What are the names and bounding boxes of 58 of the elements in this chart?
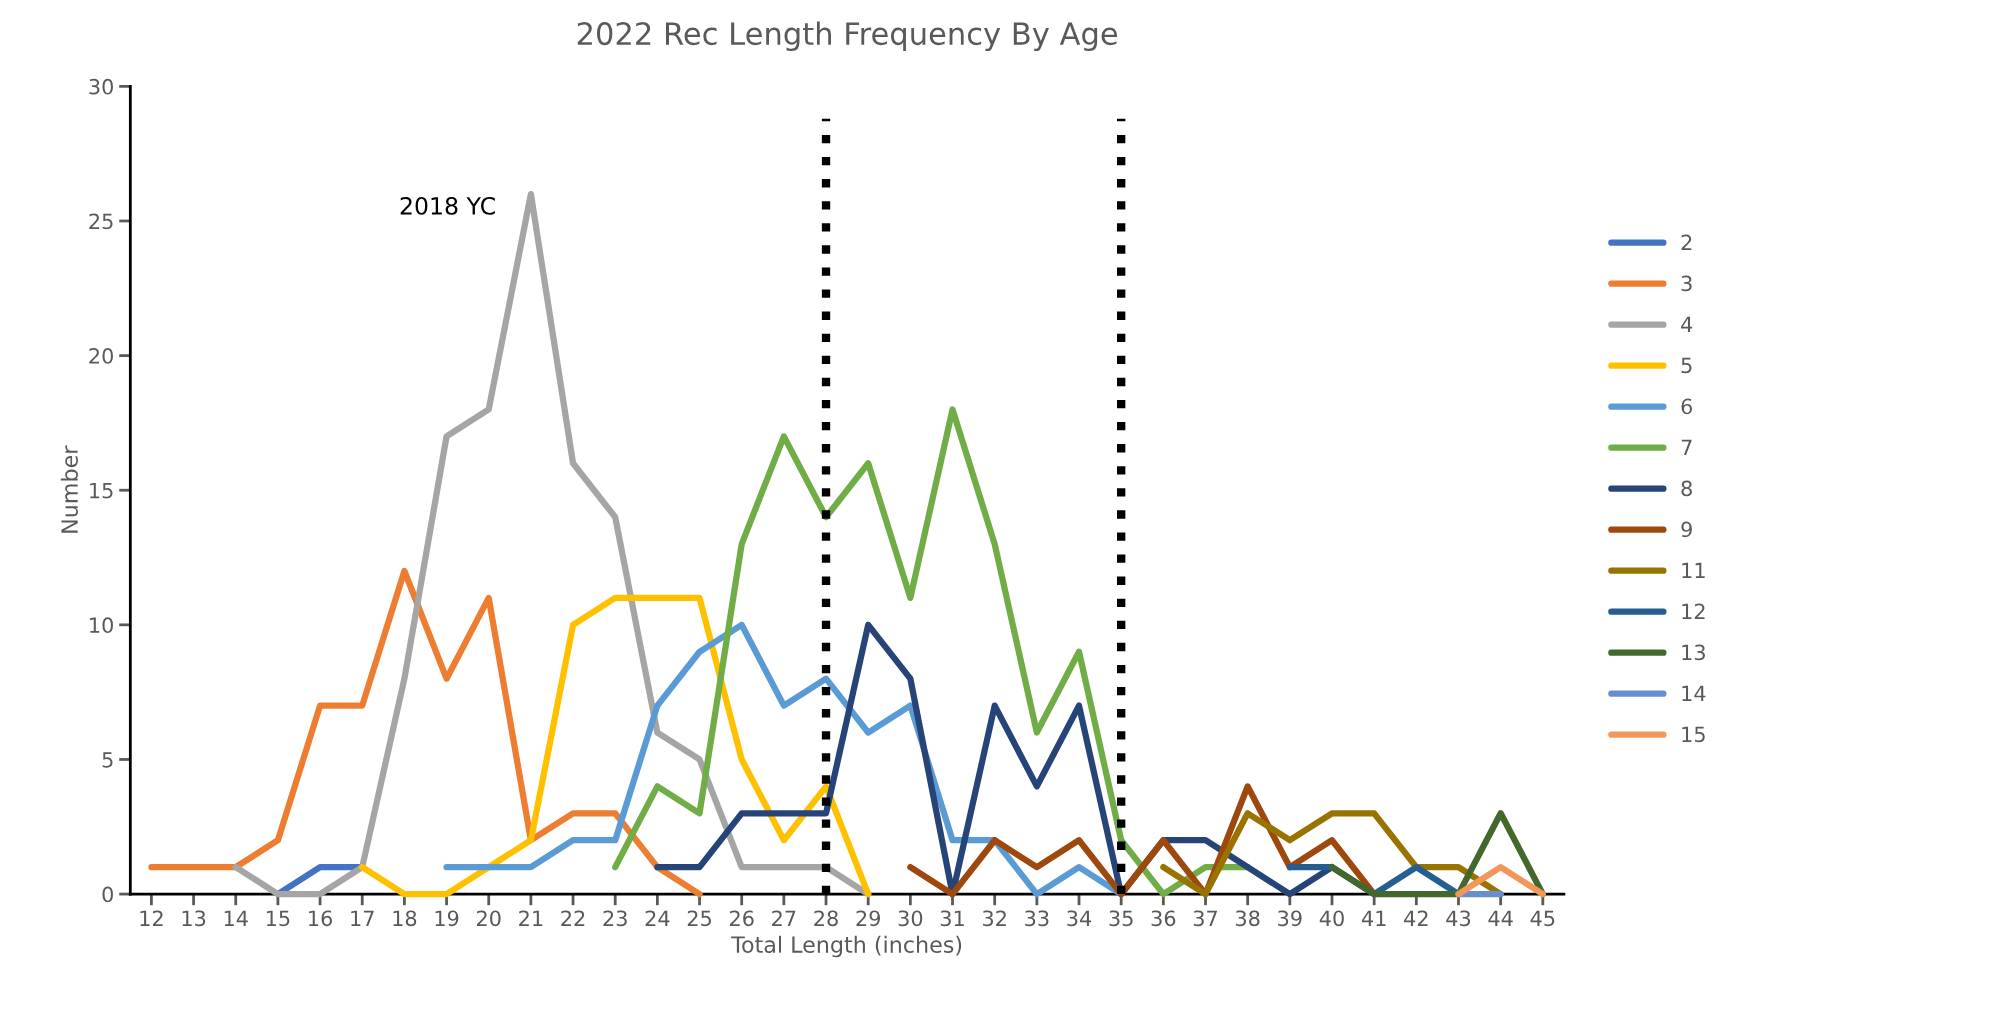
legend-label: 9 (1681, 521, 1692, 538)
x-tick-label: 43 (1446, 910, 1471, 927)
x-tick-label: 41 (1361, 910, 1386, 926)
x-tick-label: 25 (687, 910, 711, 927)
legend-label: 2 (1681, 234, 1692, 250)
x-tick-label: 39 (1278, 910, 1302, 927)
x-tick-label: 28 (814, 910, 838, 927)
x-tick-label: 19 (435, 910, 459, 927)
y-tick-label: 15 (90, 482, 113, 499)
legend-label: 15 (1682, 726, 1705, 743)
x-tick-label: 37 (1193, 910, 1217, 927)
x-tick-label: 31 (940, 910, 964, 927)
legend-label: 7 (1681, 439, 1692, 455)
x-tick-label: 29 (856, 910, 880, 927)
legend-label: 12 (1682, 603, 1705, 619)
x-tick-label: 15 (266, 910, 290, 927)
y-tick-label: 30 (89, 78, 113, 95)
x-tick-label: 45 (1530, 910, 1555, 927)
x-tick-label: 22 (561, 910, 585, 926)
y-tick-label: 20 (89, 348, 113, 364)
annotation: 2018 YC (400, 196, 495, 215)
y-tick-label: 5 (102, 752, 113, 768)
y-tick-label: 10 (90, 617, 113, 634)
legend-label: 3 (1681, 275, 1692, 292)
x-tick-label: 26 (729, 910, 754, 927)
legend-label: 5 (1681, 357, 1692, 374)
x-tick-label: 42 (1404, 910, 1428, 926)
x-tick-label: 38 (1236, 910, 1260, 927)
x-tick-label: 27 (772, 910, 796, 926)
x-tick-label: 35 (1109, 910, 1133, 927)
x-tick-label: 40 (1319, 910, 1344, 927)
legend-label: 14 (1682, 685, 1706, 701)
x-tick-label: 13 (182, 910, 206, 927)
x-tick-label: 17 (351, 910, 374, 926)
legend-label: 11 (1682, 562, 1705, 578)
x-tick-label: 36 (1151, 910, 1176, 927)
x-tick-label: 24 (645, 910, 670, 926)
y-tick-label: 0 (102, 886, 113, 903)
x-tick-label: 34 (1067, 910, 1092, 927)
x-tick-label: 20 (476, 910, 501, 927)
legend-label: 4 (1681, 316, 1693, 332)
x-tick-label: 44 (1488, 910, 1513, 926)
y-axis-title: Number (60, 445, 78, 533)
x-tick-label: 12 (140, 910, 163, 926)
legend-label: 8 (1681, 480, 1692, 497)
chart-title: 2022 Rec Length Frequency By Age (577, 21, 1118, 52)
legend-label: 6 (1681, 398, 1693, 415)
legend-label: 13 (1682, 644, 1705, 661)
y-tick-label: 25 (89, 213, 113, 230)
x-tick-label: 14 (224, 910, 248, 926)
x-tick-label: 21 (519, 910, 543, 926)
x-tick-label: 33 (1025, 910, 1049, 927)
x-tick-label: 23 (603, 910, 627, 927)
x-axis-title: Total Length (inches) (731, 935, 962, 958)
x-tick-label: 32 (983, 910, 1006, 927)
x-tick-label: 30 (898, 910, 923, 927)
x-tick-label: 18 (393, 910, 417, 927)
x-tick-label: 16 (309, 910, 333, 927)
